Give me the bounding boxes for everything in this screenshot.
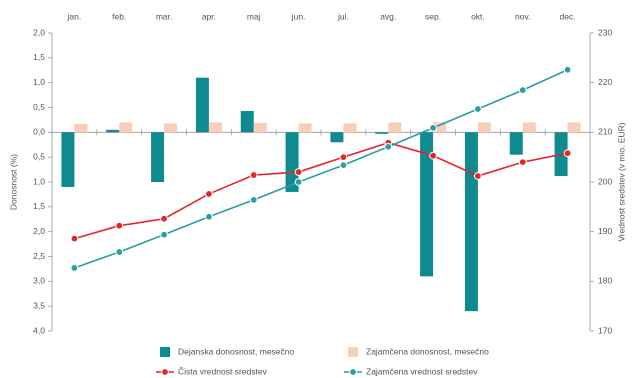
marker <box>563 65 572 74</box>
marker <box>160 230 168 239</box>
y-tick-label: 3,0 <box>33 276 45 286</box>
x-tick-label: maj <box>247 11 261 21</box>
x-tick-label: avg. <box>380 11 396 21</box>
y-tick-label: 1,5 <box>33 201 45 211</box>
x-tick-label: jun. <box>291 11 306 21</box>
bar <box>298 123 312 133</box>
x-tick-label: mar. <box>156 11 173 21</box>
marker <box>518 158 527 167</box>
x-tick-label: okt. <box>471 11 485 21</box>
bar <box>343 123 357 133</box>
bar <box>285 132 299 192</box>
y-tick-label: 1,0 <box>33 77 45 87</box>
bar <box>253 122 267 133</box>
line <box>74 141 568 240</box>
y-tick-label: 2,5 <box>33 251 45 261</box>
x-tick-label: dec. <box>560 11 576 21</box>
marker <box>115 248 124 256</box>
x-tick-label: feb. <box>112 11 126 21</box>
x-tick-label: jan. <box>67 11 82 21</box>
bar <box>464 132 478 312</box>
y2-tick-label: 210 <box>598 127 612 137</box>
marker <box>518 86 527 95</box>
x-tick-label: apr. <box>202 11 216 21</box>
x-tick-label: nov. <box>515 11 530 21</box>
legend-label: Čista vrednost sredstev <box>178 366 268 376</box>
y-tick-label: 3,5 <box>33 300 45 310</box>
marker <box>115 221 124 230</box>
legend-swatch <box>160 347 170 357</box>
marker <box>474 172 482 180</box>
y-tick-label: 1,0 <box>33 176 45 186</box>
y-tick-label: 2,0 <box>33 27 45 37</box>
bar <box>151 132 165 182</box>
bar <box>240 110 254 133</box>
bar <box>195 77 209 133</box>
legend-label: Zajamčena vrednost sredstev <box>366 366 478 376</box>
y-tick-label: 0,5 <box>33 151 45 161</box>
y-tick-label: 1,5 <box>33 52 45 62</box>
bar <box>509 132 523 155</box>
marker <box>70 264 79 272</box>
bar <box>477 122 491 133</box>
marker <box>249 171 258 179</box>
y2-axis-title: Vrednost sredstev (v mio. EUR) <box>616 122 626 241</box>
marker <box>70 234 79 243</box>
bar <box>74 123 88 133</box>
y2-tick-label: 180 <box>598 276 612 286</box>
marker <box>474 105 482 113</box>
legend-marker <box>161 368 169 376</box>
y2-tick-label: 200 <box>598 176 612 186</box>
bar <box>119 122 133 133</box>
bar <box>208 122 222 133</box>
marker <box>249 195 258 204</box>
legend-label: Dejanska donosnost, mesečno <box>178 346 295 356</box>
y2-tick-label: 170 <box>598 325 612 335</box>
marker <box>429 151 437 160</box>
line <box>74 69 568 269</box>
x-tick-label: sep. <box>425 11 441 21</box>
y-axis-title: Donosnost (%) <box>8 154 18 210</box>
marker <box>339 153 348 162</box>
bar <box>164 123 178 133</box>
y2-tick-label: 220 <box>598 77 612 87</box>
bar <box>375 132 389 134</box>
y2-tick-label: 190 <box>598 226 612 236</box>
legend-marker <box>349 368 357 376</box>
marker <box>205 190 213 198</box>
marker <box>205 212 213 221</box>
bar <box>388 122 402 133</box>
y-tick-label: 0,0 <box>33 127 45 137</box>
marker <box>339 161 348 170</box>
y-tick-label: 2,0 <box>33 226 45 236</box>
marker <box>384 142 393 151</box>
bar <box>522 122 536 133</box>
marker <box>160 214 168 223</box>
bar <box>61 132 75 187</box>
marker <box>294 168 303 176</box>
marker <box>563 149 572 158</box>
legend-swatch <box>348 347 358 357</box>
legend-label: Zajamčena donosnost, mesečno <box>366 346 489 356</box>
bar <box>433 122 447 133</box>
y-tick-label: 4,0 <box>33 325 45 335</box>
bar <box>106 129 120 133</box>
marker <box>429 123 437 132</box>
marker <box>294 178 303 186</box>
y2-tick-label: 230 <box>598 27 612 37</box>
bar <box>330 132 344 143</box>
x-tick-label: jul. <box>337 11 349 21</box>
bar <box>567 122 581 133</box>
y-tick-label: 0,5 <box>33 102 45 112</box>
bar <box>420 132 434 277</box>
